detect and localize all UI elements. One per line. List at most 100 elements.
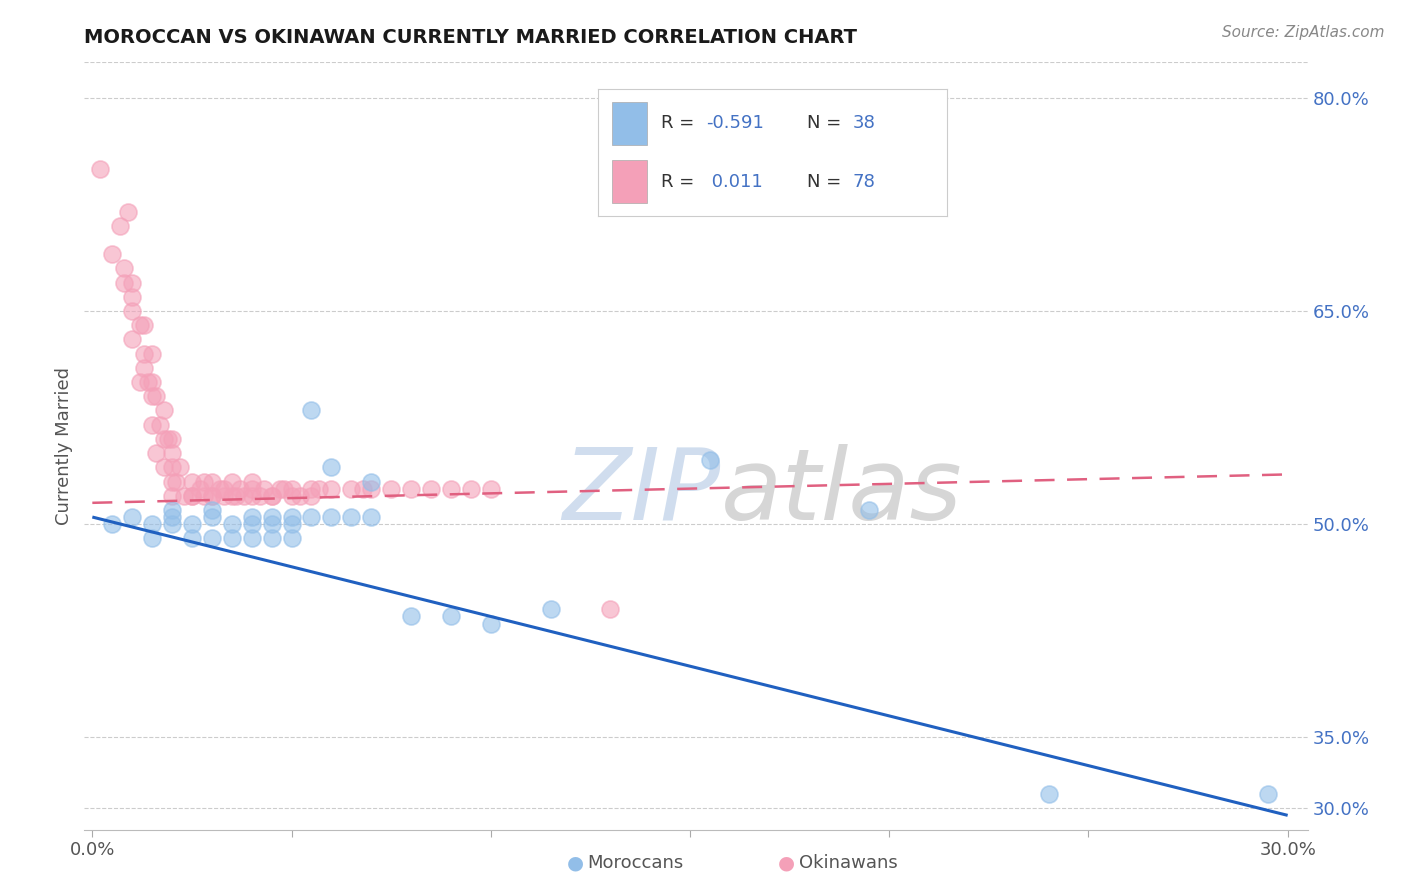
Point [134, 318, 156, 333]
Text: Okinawans: Okinawans [799, 855, 897, 872]
Point [129, 375, 152, 389]
Point [181, 532, 204, 546]
Point [280, 517, 302, 532]
Point [269, 482, 291, 496]
Point [280, 489, 302, 503]
Point [360, 475, 382, 489]
Point [181, 517, 204, 532]
Text: ●: ● [567, 854, 583, 873]
Point [280, 532, 302, 546]
Point [160, 432, 183, 446]
Point [160, 510, 183, 524]
Point [1038, 787, 1060, 801]
Point [141, 375, 163, 389]
Point [221, 475, 243, 489]
Point [260, 489, 283, 503]
Point [360, 482, 382, 496]
Point [181, 475, 204, 489]
Point [157, 432, 180, 446]
Text: Source: ZipAtlas.com: Source: ZipAtlas.com [1222, 25, 1385, 40]
Point [160, 475, 183, 489]
Point [117, 204, 139, 219]
Point [160, 460, 183, 475]
Point [858, 503, 880, 517]
Point [110, 219, 132, 233]
Point [101, 517, 124, 532]
Y-axis label: Currently Married: Currently Married [55, 367, 73, 525]
Point [193, 489, 215, 503]
Point [229, 482, 252, 496]
Point [201, 510, 224, 524]
Point [145, 446, 167, 460]
Point [301, 482, 323, 496]
Point [440, 482, 463, 496]
Point [399, 609, 422, 624]
Point [352, 482, 374, 496]
Point [141, 532, 163, 546]
Point [201, 532, 224, 546]
Text: Moroccans: Moroccans [588, 855, 683, 872]
Point [420, 482, 443, 496]
Point [288, 489, 311, 503]
Point [221, 517, 243, 532]
Point [121, 510, 143, 524]
Point [308, 482, 330, 496]
Point [340, 482, 363, 496]
Point [193, 475, 215, 489]
Point [145, 389, 167, 403]
Point [112, 261, 135, 276]
Point [141, 417, 163, 432]
Point [201, 489, 224, 503]
Point [225, 489, 247, 503]
Point [1257, 787, 1279, 801]
Point [181, 489, 204, 503]
Point [160, 446, 183, 460]
Point [134, 360, 156, 375]
Point [134, 346, 156, 360]
Point [260, 517, 283, 532]
Point [153, 460, 176, 475]
Point [153, 403, 176, 417]
Point [121, 290, 143, 304]
Point [599, 602, 621, 616]
Point [160, 489, 183, 503]
Point [181, 489, 204, 503]
Point [201, 475, 224, 489]
Point [460, 482, 482, 496]
Point [112, 276, 135, 290]
Point [165, 475, 187, 489]
Point [321, 482, 343, 496]
Point [173, 489, 195, 503]
Point [141, 346, 163, 360]
Point [380, 482, 402, 496]
Point [260, 532, 283, 546]
Point [321, 460, 343, 475]
Point [273, 482, 295, 496]
Point [440, 609, 463, 624]
Point [240, 482, 263, 496]
Point [208, 482, 231, 496]
Point [232, 489, 254, 503]
Point [260, 489, 283, 503]
Point [169, 460, 191, 475]
Point [260, 510, 283, 524]
Point [212, 489, 235, 503]
Point [141, 517, 163, 532]
Point [129, 318, 152, 333]
Text: MOROCCAN VS OKINAWAN CURRENTLY MARRIED CORRELATION CHART: MOROCCAN VS OKINAWAN CURRENTLY MARRIED C… [84, 28, 858, 47]
Point [188, 482, 211, 496]
Point [360, 510, 382, 524]
Point [301, 510, 323, 524]
Point [699, 453, 721, 467]
Point [101, 247, 124, 261]
Text: atlas: atlas [720, 443, 962, 541]
Text: ZIP: ZIP [562, 443, 720, 541]
Point [540, 602, 562, 616]
Point [280, 482, 302, 496]
Point [280, 510, 302, 524]
Point [301, 489, 323, 503]
Point [221, 489, 243, 503]
Point [479, 616, 502, 631]
Point [121, 333, 143, 347]
Point [301, 403, 323, 417]
